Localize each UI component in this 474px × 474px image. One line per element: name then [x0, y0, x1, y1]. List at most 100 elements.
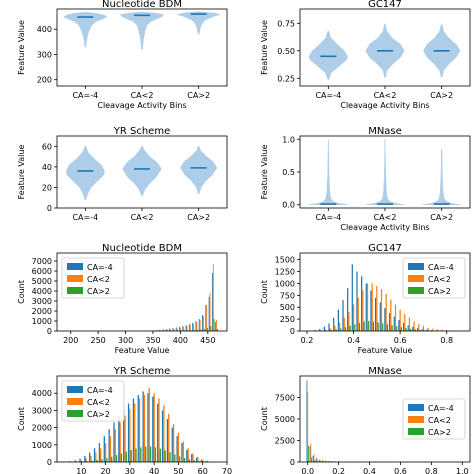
x-tick-label: CA<2 [374, 91, 397, 100]
histogram-bar [192, 453, 194, 462]
x-tick-label: CA>2 [430, 91, 453, 100]
y-tick-label: 1.0 [282, 135, 295, 144]
histogram-bar [163, 330, 165, 331]
histogram-bar [314, 330, 316, 331]
y-axis-label: Count [17, 280, 26, 304]
y-tick-label: 300 [37, 50, 52, 59]
histogram-bar [96, 460, 98, 462]
histogram-bar [311, 457, 313, 462]
histogram-bar [418, 323, 420, 331]
legend-swatch [67, 287, 83, 294]
histogram-bar [183, 458, 186, 462]
histogram-bar [217, 329, 218, 331]
histogram-bar [323, 326, 325, 331]
histogram-bar [143, 394, 146, 462]
histogram-bar [187, 448, 189, 462]
histogram-bar [132, 398, 135, 462]
histogram-bar [79, 458, 81, 462]
histogram-bar [179, 456, 181, 462]
histogram-bar [164, 450, 166, 462]
y-tick-label: 6000 [32, 267, 52, 276]
x-tick-label: CA<2 [131, 91, 154, 100]
y-axis-label: Feature Value [17, 145, 26, 200]
x-tick-label: 0.6 [394, 336, 407, 345]
legend-swatch [67, 398, 83, 405]
histogram-bar [399, 309, 401, 331]
histogram-bar [212, 264, 214, 331]
histogram-bar [213, 319, 215, 331]
histogram-bar [313, 454, 315, 462]
histogram-bar [130, 449, 132, 462]
histogram-bar [421, 329, 423, 331]
histogram-bar [90, 455, 92, 462]
legend-swatch [408, 416, 424, 423]
histogram-bar [377, 322, 379, 331]
y-tick-label: 7500 [275, 394, 295, 403]
violin-shape [365, 139, 405, 205]
y-tick-label: 750 [280, 291, 295, 300]
y-tick-label: 500 [280, 303, 295, 312]
histogram-bar [113, 422, 115, 462]
axes-frame [56, 8, 228, 87]
histogram-bar [366, 283, 369, 331]
histogram-bar [129, 408, 131, 462]
histogram-bar [215, 322, 217, 331]
histogram-bar [329, 328, 331, 331]
histogram-bar [307, 391, 309, 462]
histogram-bar [306, 380, 308, 462]
x-tick-label: 450 [200, 336, 215, 345]
x-tick-label: 0.4 [363, 467, 376, 474]
histogram-bar [148, 388, 150, 462]
subplot-title: GC147 [368, 243, 402, 254]
histogram-bar [182, 326, 184, 331]
axes-frame [56, 375, 228, 463]
histogram-bar [357, 297, 359, 331]
histogram-bar [340, 328, 342, 331]
legend: CA=-4 CA<2 CA>2 [61, 380, 125, 422]
histogram-bar [103, 436, 105, 462]
y-tick-label: 1500 [275, 256, 295, 265]
y-tick-label: 0 [47, 458, 52, 467]
y-tick-label: 2500 [275, 437, 295, 446]
y-tick-label: 3000 [32, 297, 52, 306]
subplot-3: YR Scheme 0 20 40 60 Feature Value CA=-4 CA<2 CA… [17, 126, 228, 222]
histogram-bar [330, 330, 333, 331]
histogram-bar [109, 436, 112, 462]
histogram-bar [407, 325, 409, 331]
y-axis-label: Count [260, 407, 269, 431]
legend: CA=-4 CA<2 CA>2 [402, 257, 466, 299]
histogram-bar [111, 456, 113, 462]
histogram-bar [108, 429, 110, 462]
x-tick-label: CA>2 [187, 91, 210, 100]
histogram-bar [318, 459, 320, 462]
histogram-bar [197, 329, 199, 331]
histogram-bar [163, 405, 165, 462]
legend-label: CA>2 [428, 428, 451, 437]
histogram-bar [89, 452, 91, 462]
legend-label: CA=-4 [428, 404, 454, 413]
histogram-bar [134, 403, 136, 462]
histogram-bar [173, 328, 175, 331]
histogram-bar [358, 322, 361, 331]
axes-frame [299, 8, 471, 87]
y-tick-label: 4000 [32, 287, 52, 296]
histogram-bar [179, 327, 181, 331]
histogram-bar [319, 329, 321, 331]
histogram-bar [414, 329, 416, 331]
histogram-bar [135, 448, 137, 462]
legend-label: CA>2 [428, 287, 451, 296]
histogram-bar [315, 458, 317, 462]
y-tick-label: 5000 [275, 415, 295, 424]
histogram-bar [182, 441, 184, 462]
histogram-bar [328, 323, 330, 331]
legend-label: CA=-4 [428, 263, 454, 272]
histogram-bar [432, 328, 434, 331]
legend-swatch [408, 263, 424, 270]
histogram-bar [390, 299, 392, 331]
histogram-bar [196, 322, 198, 331]
subplot-title: YR Scheme [113, 126, 170, 137]
histogram-bar [412, 326, 414, 331]
legend-swatch [408, 404, 424, 411]
histogram-bar [198, 461, 200, 462]
